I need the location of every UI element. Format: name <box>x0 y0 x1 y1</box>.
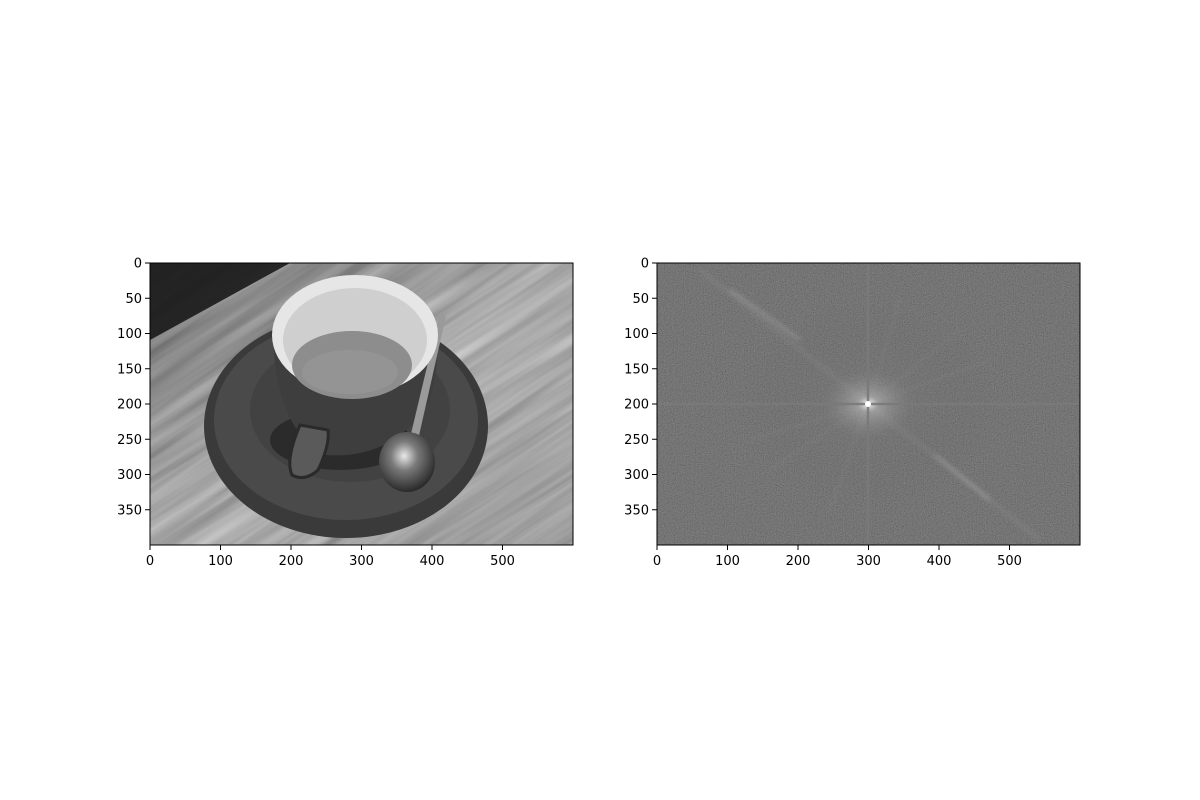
spectrum-ytick-label: 150 <box>624 362 649 377</box>
photo-xtick-label: 200 <box>279 554 304 569</box>
spectrum-ytick-label: 200 <box>624 398 649 413</box>
spectrum-xtick-label: 200 <box>786 554 811 569</box>
photo-ytick-label: 300 <box>117 468 142 483</box>
spectrum-xtick-label: 400 <box>927 554 952 569</box>
spectrum-xtick-label: 500 <box>997 554 1022 569</box>
axes-spectrum: 0 100 200 300 400 500 0 50 100 150 200 250 300 350 <box>624 257 1081 570</box>
spectrum-xtick-label: 300 <box>856 554 881 569</box>
spectrum-ytick-label: 300 <box>624 468 649 483</box>
spectrum-image <box>657 263 1080 545</box>
spectrum-ytick-label: 350 <box>624 503 649 518</box>
spectrum-ytick-label: 100 <box>624 327 649 342</box>
photo-ytick-label: 50 <box>125 292 142 307</box>
photo-xtick-label: 0 <box>146 554 154 569</box>
spectrum-xtick-label: 0 <box>653 554 661 569</box>
photo-ytick-label: 100 <box>117 327 142 342</box>
photo-xtick-label: 400 <box>420 554 445 569</box>
photo-ticks: 0 100 200 300 400 500 0 50 100 150 200 250 300 350 <box>117 257 515 570</box>
spectrum-ytick-label: 250 <box>624 433 649 448</box>
spectrum-xtick-label: 100 <box>715 554 740 569</box>
photo-image <box>150 263 573 545</box>
photo-xtick-label: 100 <box>208 554 233 569</box>
photo-ytick-label: 250 <box>117 433 142 448</box>
photo-ytick-label: 0 <box>134 257 142 272</box>
photo-ytick-label: 200 <box>117 398 142 413</box>
photo-ytick-label: 150 <box>117 362 142 377</box>
spectrum-ytick-label: 50 <box>632 292 649 307</box>
photo-xtick-label: 500 <box>490 554 515 569</box>
spectrum-ticks: 0 100 200 300 400 500 0 50 100 150 200 250 300 350 <box>624 257 1022 570</box>
axes-photo: 0 100 200 300 400 500 0 50 100 150 200 250 300 350 <box>117 257 574 570</box>
photo-xtick-label: 300 <box>349 554 374 569</box>
spectrum-ytick-label: 0 <box>641 257 649 272</box>
photo-ytick-label: 350 <box>117 503 142 518</box>
